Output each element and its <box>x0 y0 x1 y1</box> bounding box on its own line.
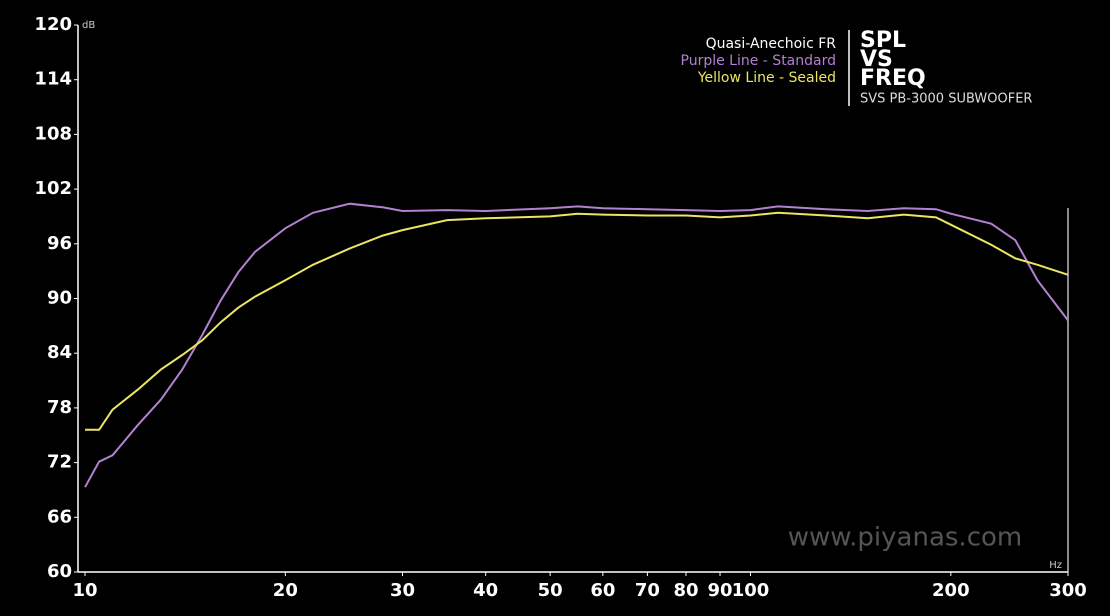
y-tick-label: 96 <box>47 233 72 254</box>
legend-entry: Purple Line - Standard <box>681 53 836 69</box>
y-tick-label: 72 <box>47 452 72 473</box>
series-line <box>84 202 1069 488</box>
y-tick-label: 108 <box>34 123 72 144</box>
y-tick-label: 84 <box>47 342 72 363</box>
x-tick-label: 90 <box>708 580 733 601</box>
x-tick-label: 40 <box>473 580 498 601</box>
x-tick-label: 200 <box>932 580 970 601</box>
y-tick-label: 102 <box>34 178 72 199</box>
x-tick-label: 30 <box>390 580 415 601</box>
x-tick-label: 50 <box>538 580 563 601</box>
y-tick-label: 90 <box>47 288 72 309</box>
y-tick-label: 78 <box>47 397 72 418</box>
legend-heading: Quasi-Anechoic FR <box>706 36 837 52</box>
series-line <box>85 211 1069 431</box>
title-line: FREQ <box>860 66 926 91</box>
x-tick-label: 100 <box>732 580 770 601</box>
legend-entry: Yellow Line - Sealed <box>697 70 836 86</box>
x-tick-label: 70 <box>635 580 660 601</box>
y-tick-label: 66 <box>47 506 72 527</box>
x-tick-label: 300 <box>1049 580 1087 601</box>
x-axis-unit: Hz <box>1049 560 1062 571</box>
x-tick-label: 60 <box>590 580 615 601</box>
subtitle: SVS PB-3000 SUBWOOFER <box>860 92 1032 107</box>
y-tick-label: 120 <box>34 14 72 35</box>
y-axis-unit: dB <box>82 20 95 31</box>
y-tick-label: 114 <box>34 69 72 90</box>
title-line: VS <box>860 47 893 72</box>
title-line: SPL <box>860 28 906 53</box>
watermark: www.piyanas.com <box>788 523 1022 553</box>
x-tick-label: 80 <box>673 580 698 601</box>
y-tick-label: 60 <box>47 561 72 582</box>
x-tick-label: 10 <box>72 580 97 601</box>
x-tick-label: 20 <box>273 580 298 601</box>
